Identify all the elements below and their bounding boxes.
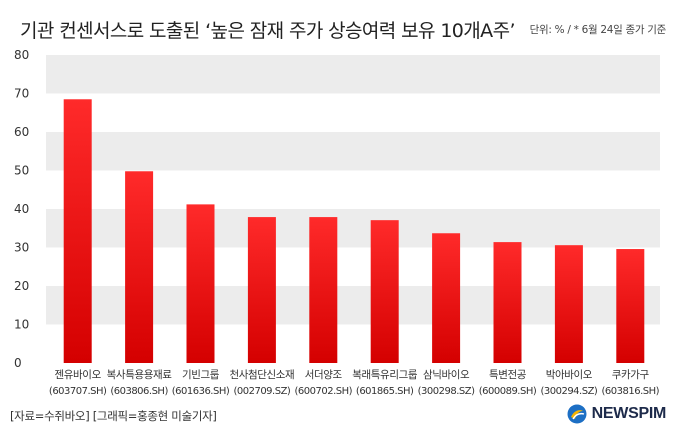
- y-tick-label: 80: [14, 48, 29, 62]
- bar: [309, 217, 338, 363]
- x-tick-code: (300298.SZ): [418, 386, 475, 397]
- y-axis: 0 10 20 30 40 50 60 70 80: [14, 48, 29, 370]
- x-tick-code: (603806.SH): [110, 386, 168, 397]
- x-axis: 젠유바이오 (603707.SH)복사특용용재료 (603806.SH) 기빈그룹 (6…: [49, 369, 660, 397]
- bar: [186, 204, 215, 363]
- x-tick-code: (300294.SZ): [540, 386, 597, 397]
- bar: [432, 233, 461, 363]
- bar: [554, 245, 583, 363]
- bar: [616, 249, 645, 363]
- bar: [247, 217, 276, 363]
- newspim-logo-text: NEWSPIM: [591, 405, 667, 422]
- x-tick-label: 천사첨단신소재: [229, 369, 294, 381]
- bar: [370, 220, 399, 363]
- bar: [125, 171, 154, 363]
- y-tick-label: 70: [14, 87, 29, 101]
- bars: [63, 99, 645, 364]
- x-tick-code: (600702.SH): [295, 386, 353, 397]
- x-tick-label: 쿠카가구: [612, 369, 650, 381]
- bar: [493, 242, 522, 363]
- x-tick-label: 복사특용용재료: [107, 369, 173, 381]
- chart-title: 기관 컨센서스로 도출된 ‘높은 잠재 주가 상승여력 보유 10개A주’: [20, 20, 516, 42]
- x-tick-label: 젠유바이오: [55, 369, 102, 381]
- y-tick-label: 0: [14, 356, 22, 370]
- y-tick-label: 40: [14, 202, 29, 216]
- unit-note: 단위: % / * 6월 24일 종가 기준: [529, 24, 667, 36]
- x-tick-label: 기빈그룹: [182, 369, 220, 381]
- y-tick-label: 30: [14, 241, 29, 255]
- grid-band: [46, 55, 660, 94]
- bar: [63, 99, 92, 364]
- x-tick-label: 복래특유리그룹: [352, 369, 418, 381]
- x-tick-code: (600089.SH): [479, 386, 537, 397]
- y-tick-label: 60: [14, 125, 29, 139]
- source-credit: [자료=수쥐바오] [그래픽=홍종현 미술기자]: [10, 409, 217, 423]
- newspim-logo: NEWSPIM: [567, 404, 666, 424]
- y-tick-label: 10: [14, 318, 29, 332]
- y-tick-label: 50: [14, 164, 29, 178]
- x-tick-code: (002709.SZ): [233, 386, 290, 397]
- x-tick-code: (603816.SH): [602, 386, 660, 397]
- x-tick-label: 박아바이오: [546, 369, 593, 381]
- y-tick-label: 20: [14, 279, 29, 293]
- grid-band: [46, 132, 660, 171]
- x-tick-label: 특변전공: [489, 369, 527, 381]
- x-tick-label: 삼닉바이오: [423, 369, 470, 381]
- x-tick-code: (601636.SH): [172, 386, 230, 397]
- x-tick-label: 서더양조: [305, 369, 343, 381]
- x-tick-code: (603707.SH): [49, 386, 107, 397]
- newspim-logo-icon: [567, 404, 587, 424]
- x-tick-code: (601865.SH): [356, 386, 414, 397]
